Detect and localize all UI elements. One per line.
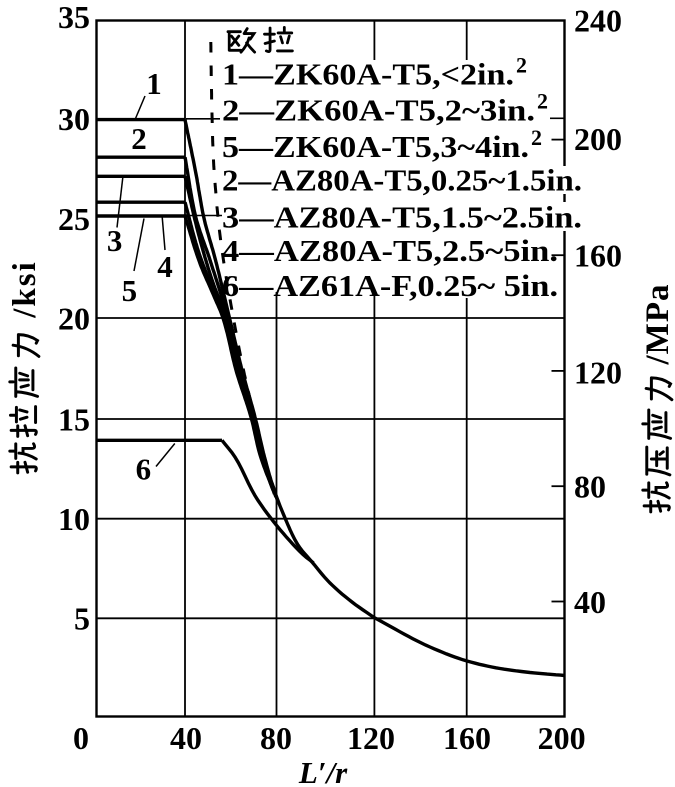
svg-text:40: 40 (574, 584, 606, 620)
svg-text:1: 1 (146, 66, 162, 101)
svg-text:80: 80 (260, 720, 292, 756)
svg-text:6: 6 (136, 452, 152, 487)
svg-text:15: 15 (58, 402, 90, 438)
svg-text:6—AZ61A-F,0.25~ 5in.: 6—AZ61A-F,0.25~ 5in. (222, 268, 558, 303)
svg-text:2: 2 (537, 89, 548, 114)
svg-text:1—ZK60A-T5,<2in.: 1—ZK60A-T5,<2in. (222, 57, 514, 92)
svg-text:160: 160 (443, 720, 491, 756)
svg-text:160: 160 (574, 238, 622, 274)
svg-text:3: 3 (107, 223, 123, 258)
svg-text:4: 4 (157, 249, 173, 284)
svg-text:240: 240 (574, 3, 622, 39)
svg-text:80: 80 (574, 469, 606, 505)
svg-text:2: 2 (516, 53, 527, 78)
svg-text:120: 120 (347, 720, 395, 756)
svg-text:40: 40 (170, 720, 202, 756)
svg-text:4—AZ80A-T5,2.5~5in.: 4—AZ80A-T5,2.5~5in. (222, 233, 558, 268)
svg-text:2: 2 (531, 125, 542, 150)
svg-text:5: 5 (74, 601, 90, 637)
svg-text:2—AZ80A-T5,0.25~1.5in.: 2—AZ80A-T5,0.25~1.5in. (222, 163, 582, 198)
svg-text:/MPa: /MPa (640, 284, 675, 366)
svg-text:5: 5 (122, 273, 138, 308)
svg-text:/ksi: /ksi (7, 260, 43, 319)
svg-text:2—ZK60A-T5,2~3in.: 2—ZK60A-T5,2~3in. (222, 93, 535, 128)
svg-text:L′/r: L′/r (298, 755, 348, 787)
svg-text:30: 30 (58, 101, 90, 137)
svg-text:20: 20 (58, 301, 90, 337)
svg-text:35: 35 (58, 0, 90, 35)
svg-text:2: 2 (131, 121, 147, 156)
svg-text:120: 120 (574, 355, 622, 391)
svg-text:5—ZK60A-T5,3~4in.: 5—ZK60A-T5,3~4in. (222, 129, 529, 164)
svg-text:200: 200 (574, 121, 622, 157)
svg-text:10: 10 (58, 501, 90, 537)
svg-text:0: 0 (73, 720, 89, 756)
svg-text:25: 25 (58, 201, 90, 237)
svg-text:3—AZ80A-T5,1.5~2.5in.: 3—AZ80A-T5,1.5~2.5in. (222, 200, 582, 235)
svg-text:200: 200 (538, 720, 586, 756)
